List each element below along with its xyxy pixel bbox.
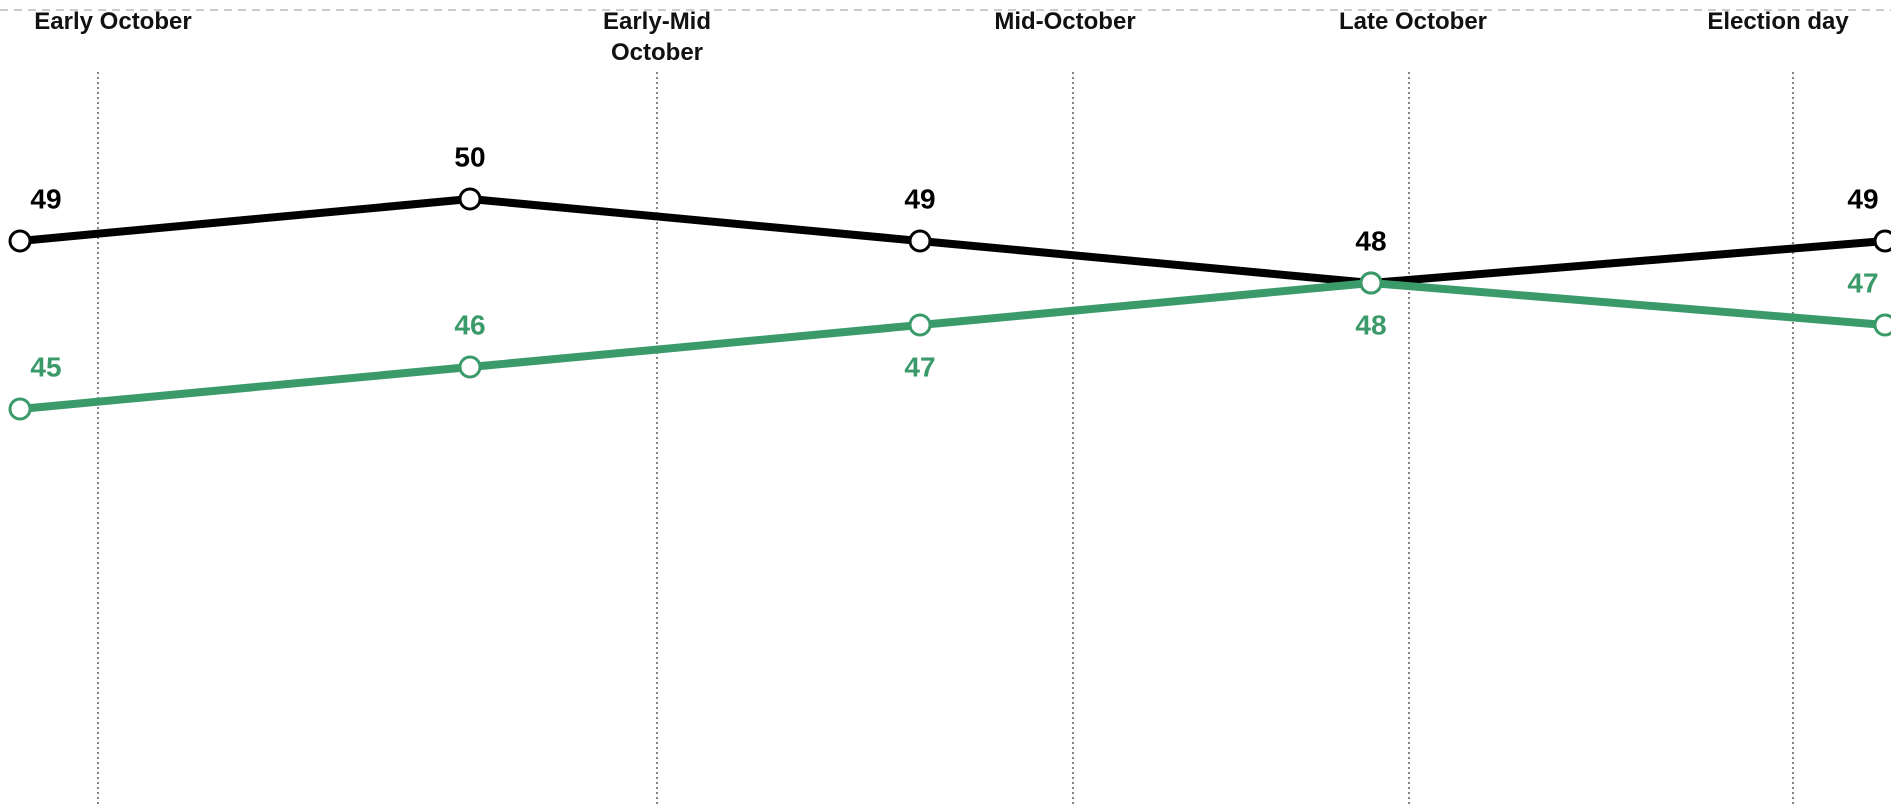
data-label: 49 [904, 183, 935, 214]
data-point [908, 313, 932, 337]
category-label: Early October [34, 8, 192, 35]
category-label: Early-Mid October [602, 8, 712, 66]
category-label: Mid-October [994, 8, 1136, 35]
data-point [8, 397, 32, 421]
data-point [1359, 271, 1383, 295]
data-point [1873, 313, 1891, 337]
data-point [458, 187, 482, 211]
data-point [908, 229, 932, 253]
data-label: 47 [1847, 267, 1878, 298]
data-label: 49 [1847, 183, 1878, 214]
data-label: 46 [454, 309, 485, 340]
data-label: 45 [30, 351, 61, 382]
data-label: 48 [1355, 225, 1386, 256]
data-point [458, 355, 482, 379]
data-point [8, 229, 32, 253]
series-line [19, 195, 1886, 287]
category-label: Late October [1338, 8, 1488, 35]
category-label: Election day [1707, 8, 1849, 35]
data-label: 48 [1355, 309, 1386, 340]
series-line [19, 279, 1886, 413]
data-point [1873, 229, 1891, 253]
data-label: 47 [904, 351, 935, 382]
data-label: 50 [454, 141, 485, 172]
data-label: 49 [30, 183, 61, 214]
